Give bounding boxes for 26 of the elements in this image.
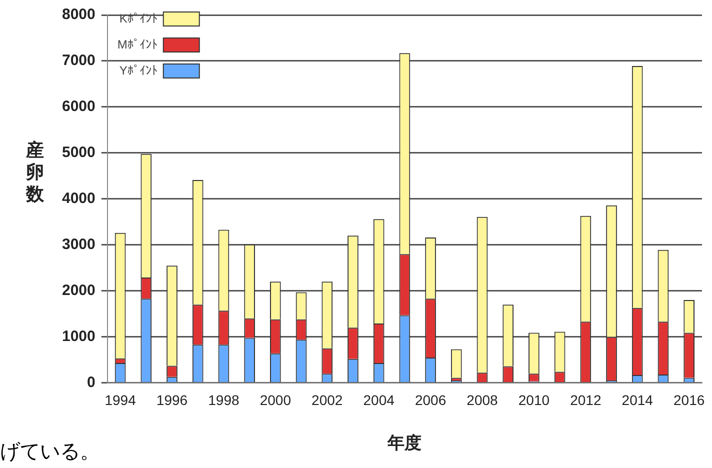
y-tick-label: 3000: [62, 236, 96, 254]
text: げている。: [0, 440, 100, 465]
x-tick-label: 1998: [208, 392, 240, 408]
x-tick-label: 2002: [312, 392, 343, 408]
y-tick-label: 7000: [62, 52, 96, 70]
x-tick-label: 2008: [466, 392, 498, 408]
y-tick-label: 8000: [62, 6, 96, 24]
x-tick-label: 2000: [260, 392, 292, 408]
x-axis-title: 年度: [386, 433, 422, 452]
x-tick-label: 2016: [673, 392, 705, 408]
y-tick-label: 6000: [62, 98, 96, 116]
legend-label: Yﾎﾟｲﾝﾄ: [119, 63, 158, 78]
x-tick-label: 2010: [518, 392, 550, 408]
legend-label: Mﾎﾟｲﾝﾄ: [117, 37, 158, 52]
x-tick-label: 1994: [104, 392, 136, 408]
x-tick-label: 2004: [363, 392, 395, 408]
x-tick-label: 1996: [156, 392, 188, 408]
x-tick-label: 2012: [570, 392, 602, 408]
y-tick-label: 0: [87, 374, 96, 391]
y-tick-label: 4000: [62, 190, 96, 208]
x-tick-label: 2014: [622, 392, 654, 408]
y-axis-title: 産卵数: [26, 140, 44, 206]
y-tick-label: 2000: [62, 282, 96, 299]
y-tick-label: 1000: [62, 328, 96, 345]
x-tick-label: 2006: [414, 392, 446, 408]
y-tick-label: 5000: [62, 144, 96, 162]
